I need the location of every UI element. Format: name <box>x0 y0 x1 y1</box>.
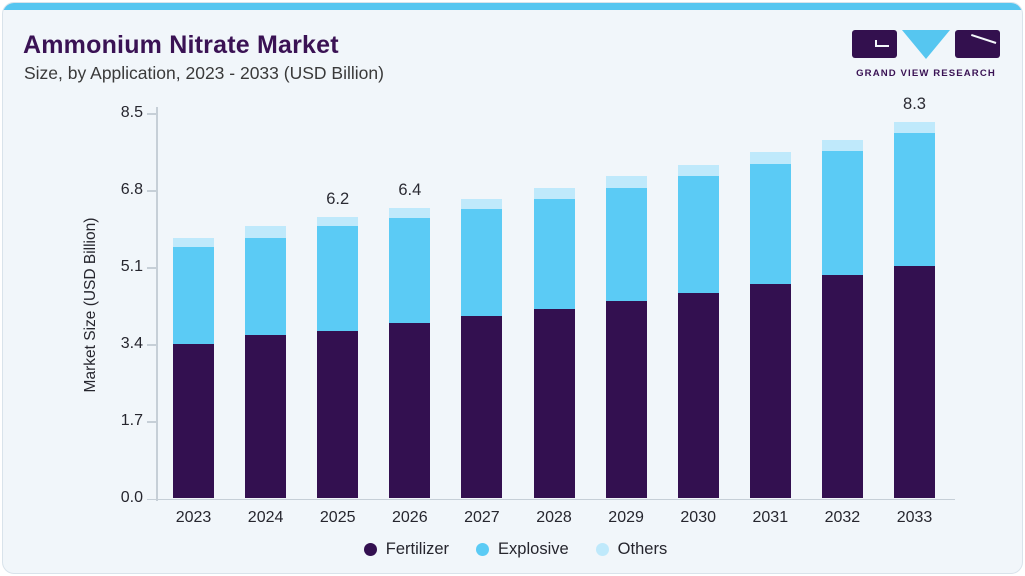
y-axis-title: Market Size (USD Billion) <box>82 217 99 393</box>
bar-segment-fertilizer-2023 <box>173 344 214 499</box>
y-axis-tick <box>147 267 156 269</box>
bar-segment-others-2031 <box>749 152 791 164</box>
y-axis-tick <box>147 190 156 192</box>
bar-segment-others-2030 <box>677 165 719 177</box>
bar-segment-explosive-2024 <box>245 237 287 336</box>
grand-view-research-logo: GRAND VIEW RESEARCH <box>852 30 1000 79</box>
y-axis-tick-label: 1.7 <box>120 411 143 429</box>
bar-segment-explosive-2026 <box>389 218 431 323</box>
legend-label-fertilizer: Fertilizer <box>385 540 450 558</box>
bar-total-label-2026: 6.4 <box>398 181 422 200</box>
x-axis-label-2026: 2026 <box>392 508 428 526</box>
y-axis-tick-label: 8.5 <box>120 103 143 121</box>
bar-segment-others-2023 <box>173 237 214 247</box>
x-axis-label-2033: 2033 <box>896 508 933 526</box>
page-subtitle: Size, by Application, 2023 - 2033 (USD B… <box>24 63 384 83</box>
stacked-bar-chart: Market Size (USD Billion) 0.0 1.7 3.4 5.1 6.… <box>3 3 1022 573</box>
bar-segment-explosive-2033 <box>894 133 935 267</box>
x-axis-label-2028: 2028 <box>536 508 572 526</box>
bar-total-label-2025: 6.2 <box>326 190 350 209</box>
bar-segment-explosive-2023 <box>173 246 214 345</box>
bar-segment-explosive-2025 <box>317 226 359 331</box>
bar-segment-others-2032 <box>821 139 863 152</box>
y-axis-tick <box>147 113 156 115</box>
bar-segment-fertilizer-2026 <box>389 322 431 499</box>
bar-segment-others-2026 <box>389 208 431 219</box>
bar-segment-others-2027 <box>461 199 503 210</box>
bar-segment-fertilizer-2033 <box>894 266 935 499</box>
bar-segment-others-2024 <box>245 226 287 238</box>
bar-segment-others-2025 <box>317 217 359 227</box>
bar-total-label-2033: 8.3 <box>903 95 926 114</box>
bar-segment-explosive-2029 <box>605 187 647 302</box>
bar-segment-others-2033 <box>894 122 935 134</box>
bar-segment-explosive-2030 <box>677 176 719 294</box>
bar-segment-explosive-2032 <box>821 151 863 276</box>
logo-g-icon <box>852 30 897 58</box>
legend-dot-fertilizer <box>363 543 377 556</box>
bar-segment-fertilizer-2030 <box>677 293 719 499</box>
bar-segment-fertilizer-2028 <box>533 308 575 499</box>
y-axis-tick <box>147 421 156 423</box>
logo-text: GRAND VIEW RESEARCH <box>856 68 996 79</box>
y-axis-tick <box>147 344 156 346</box>
x-axis-label-2027: 2027 <box>464 508 500 526</box>
legend-label-explosive: Explosive <box>498 540 569 558</box>
logo-v-icon <box>902 30 950 59</box>
bar-segment-others-2028 <box>533 187 575 200</box>
legend-label-others: Others <box>617 540 668 558</box>
y-axis-tick-label: 3.4 <box>120 334 143 352</box>
bar-segment-others-2029 <box>605 176 647 188</box>
bar-segment-explosive-2031 <box>749 163 791 284</box>
bar-segment-fertilizer-2024 <box>245 335 287 499</box>
x-axis-label-2031: 2031 <box>752 508 789 526</box>
gvr-logo-icon <box>852 30 1000 59</box>
x-axis-label-2023: 2023 <box>175 508 212 526</box>
legend-dot-others <box>595 543 609 556</box>
x-axis-label-2024: 2024 <box>247 508 284 526</box>
bar-segment-fertilizer-2031 <box>749 283 791 499</box>
legend-item-fertilizer: Fertilizer <box>363 540 450 559</box>
bar-segment-explosive-2028 <box>533 199 575 309</box>
x-axis-label-2025: 2025 <box>319 508 356 526</box>
bar-segment-fertilizer-2027 <box>461 316 503 499</box>
bar-segment-explosive-2027 <box>461 209 503 317</box>
x-axis-label-2032: 2032 <box>824 508 861 526</box>
y-axis-tick-label: 6.8 <box>120 180 143 198</box>
top-accent-bar <box>3 3 1022 10</box>
y-axis-tick <box>147 498 156 500</box>
y-axis-line <box>156 107 158 501</box>
bar-segment-fertilizer-2029 <box>605 301 647 499</box>
x-axis-line <box>156 498 955 500</box>
legend-item-others: Others <box>595 540 668 559</box>
y-axis-tick-label: 5.1 <box>120 257 143 275</box>
logo-r-icon <box>955 30 1000 58</box>
x-axis-label-2030: 2030 <box>680 508 716 526</box>
chart-legend: Fertilizer Explosive Others <box>3 540 1022 559</box>
legend-item-explosive: Explosive <box>476 540 569 559</box>
bar-segment-fertilizer-2025 <box>317 330 359 499</box>
bar-segment-fertilizer-2032 <box>821 275 863 499</box>
page-title: Ammonium Nitrate Market <box>23 31 339 59</box>
legend-dot-explosive <box>476 543 490 556</box>
y-axis-tick-label: 0.0 <box>120 489 143 506</box>
x-axis-label-2029: 2029 <box>608 508 644 526</box>
